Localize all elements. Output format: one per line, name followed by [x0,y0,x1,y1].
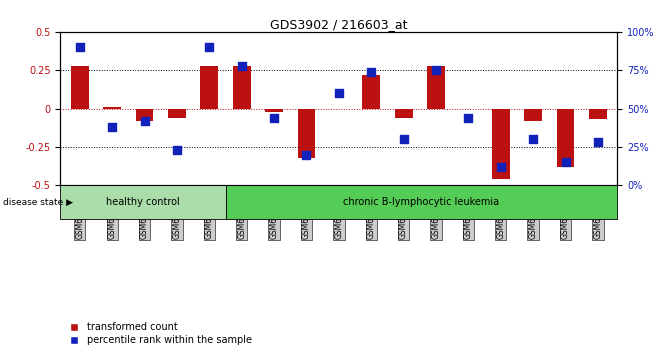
Bar [71,65,89,109]
Title: GDS3902 / 216603_at: GDS3902 / 216603_at [270,18,407,31]
Point [560,160,571,165]
Point [366,69,376,75]
Bar [225,185,617,219]
Point [74,44,85,50]
Bar [201,65,218,109]
Bar [103,107,121,109]
Bar [492,109,510,179]
Bar [265,109,283,112]
Point [172,147,183,153]
Bar [297,109,315,158]
Point [139,118,150,124]
Point [301,152,312,158]
Bar [427,65,445,109]
Point [495,164,506,170]
Bar [589,109,607,119]
Point [107,124,117,130]
Legend: transformed count, percentile rank within the sample: transformed count, percentile rank withi… [65,319,256,349]
Point [204,44,215,50]
Bar [557,109,574,167]
Text: disease state ▶: disease state ▶ [3,198,73,207]
Bar [233,65,251,109]
Point [463,115,474,121]
Bar [362,75,380,109]
Bar [60,185,225,219]
Text: chronic B-lymphocytic leukemia: chronic B-lymphocytic leukemia [344,198,499,207]
Bar [168,109,186,118]
Point [592,139,603,145]
Text: healthy control: healthy control [106,198,180,207]
Bar [395,109,413,118]
Bar [524,109,542,121]
Point [333,90,344,96]
Point [528,137,539,142]
Point [268,115,279,121]
Point [236,63,247,68]
Bar [136,109,154,121]
Point [399,137,409,142]
Point [431,67,442,73]
